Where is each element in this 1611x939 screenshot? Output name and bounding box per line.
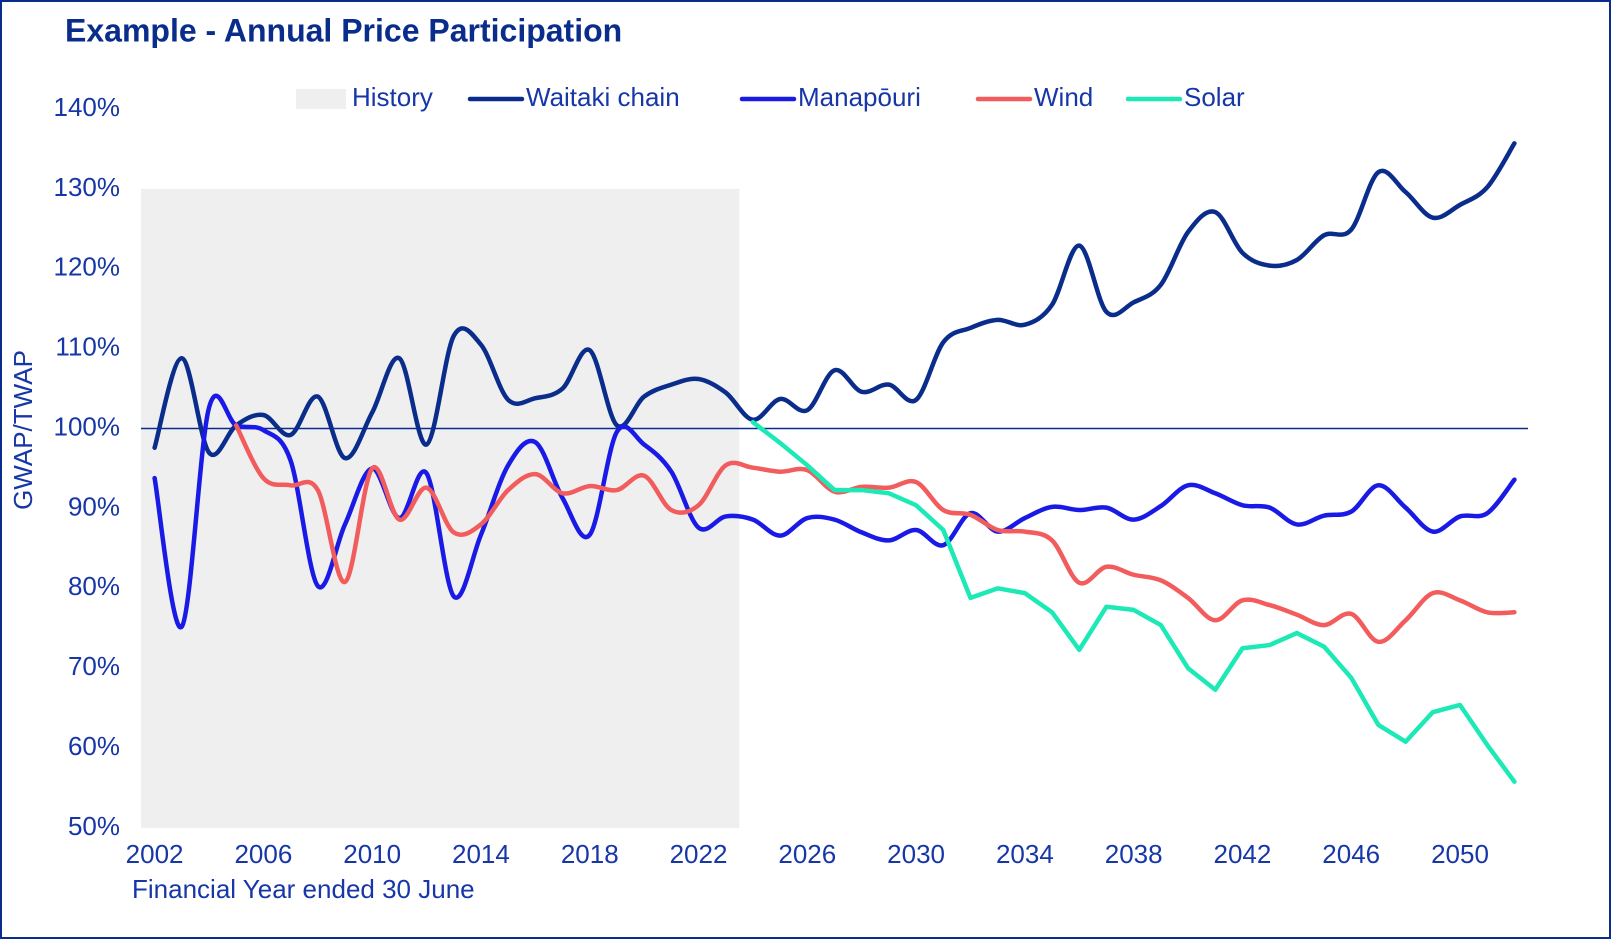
y-tick-label: 60% <box>68 731 120 761</box>
y-tick-label: 50% <box>68 811 120 841</box>
y-tick-label: 130% <box>54 172 121 202</box>
legend-label: Solar <box>1184 82 1245 112</box>
chart-title: Example - Annual Price Participation <box>65 12 622 48</box>
x-tick-label: 2042 <box>1214 839 1272 869</box>
legend-label: Manapōuri <box>798 82 921 112</box>
series-line <box>152 393 1517 630</box>
x-tick-label: 2050 <box>1431 839 1489 869</box>
y-tick-label: 120% <box>54 252 121 282</box>
x-tick-label: 2026 <box>778 839 836 869</box>
series-line <box>152 141 1517 461</box>
x-tick-label: 2034 <box>996 839 1054 869</box>
x-tick-label: 2010 <box>343 839 401 869</box>
x-tick-label: 2022 <box>670 839 728 869</box>
legend-label: Waitaki chain <box>526 82 680 112</box>
series-line <box>750 419 1517 784</box>
x-tick-label: 2030 <box>887 839 945 869</box>
series-line <box>233 423 1517 645</box>
x-tick-label: 2038 <box>1105 839 1163 869</box>
y-tick-label: 80% <box>68 571 120 601</box>
y-axis-label: GWAP/TWAP <box>8 350 38 510</box>
x-tick-label: 2006 <box>234 839 292 869</box>
legend-label: History <box>352 82 433 112</box>
y-tick-label: 140% <box>54 92 121 122</box>
y-tick-label: 70% <box>68 651 120 681</box>
legend-swatch <box>296 89 346 109</box>
y-tick-label: 110% <box>55 332 120 362</box>
legend-label: Wind <box>1034 82 1093 112</box>
y-tick-label: 100% <box>54 411 121 441</box>
x-tick-label: 2002 <box>126 839 184 869</box>
y-tick-label: 90% <box>68 491 120 521</box>
x-tick-label: 2046 <box>1322 839 1380 869</box>
x-tick-label: 2018 <box>561 839 619 869</box>
x-tick-label: 2014 <box>452 839 510 869</box>
x-axis-label: Financial Year ended 30 June <box>132 874 475 904</box>
